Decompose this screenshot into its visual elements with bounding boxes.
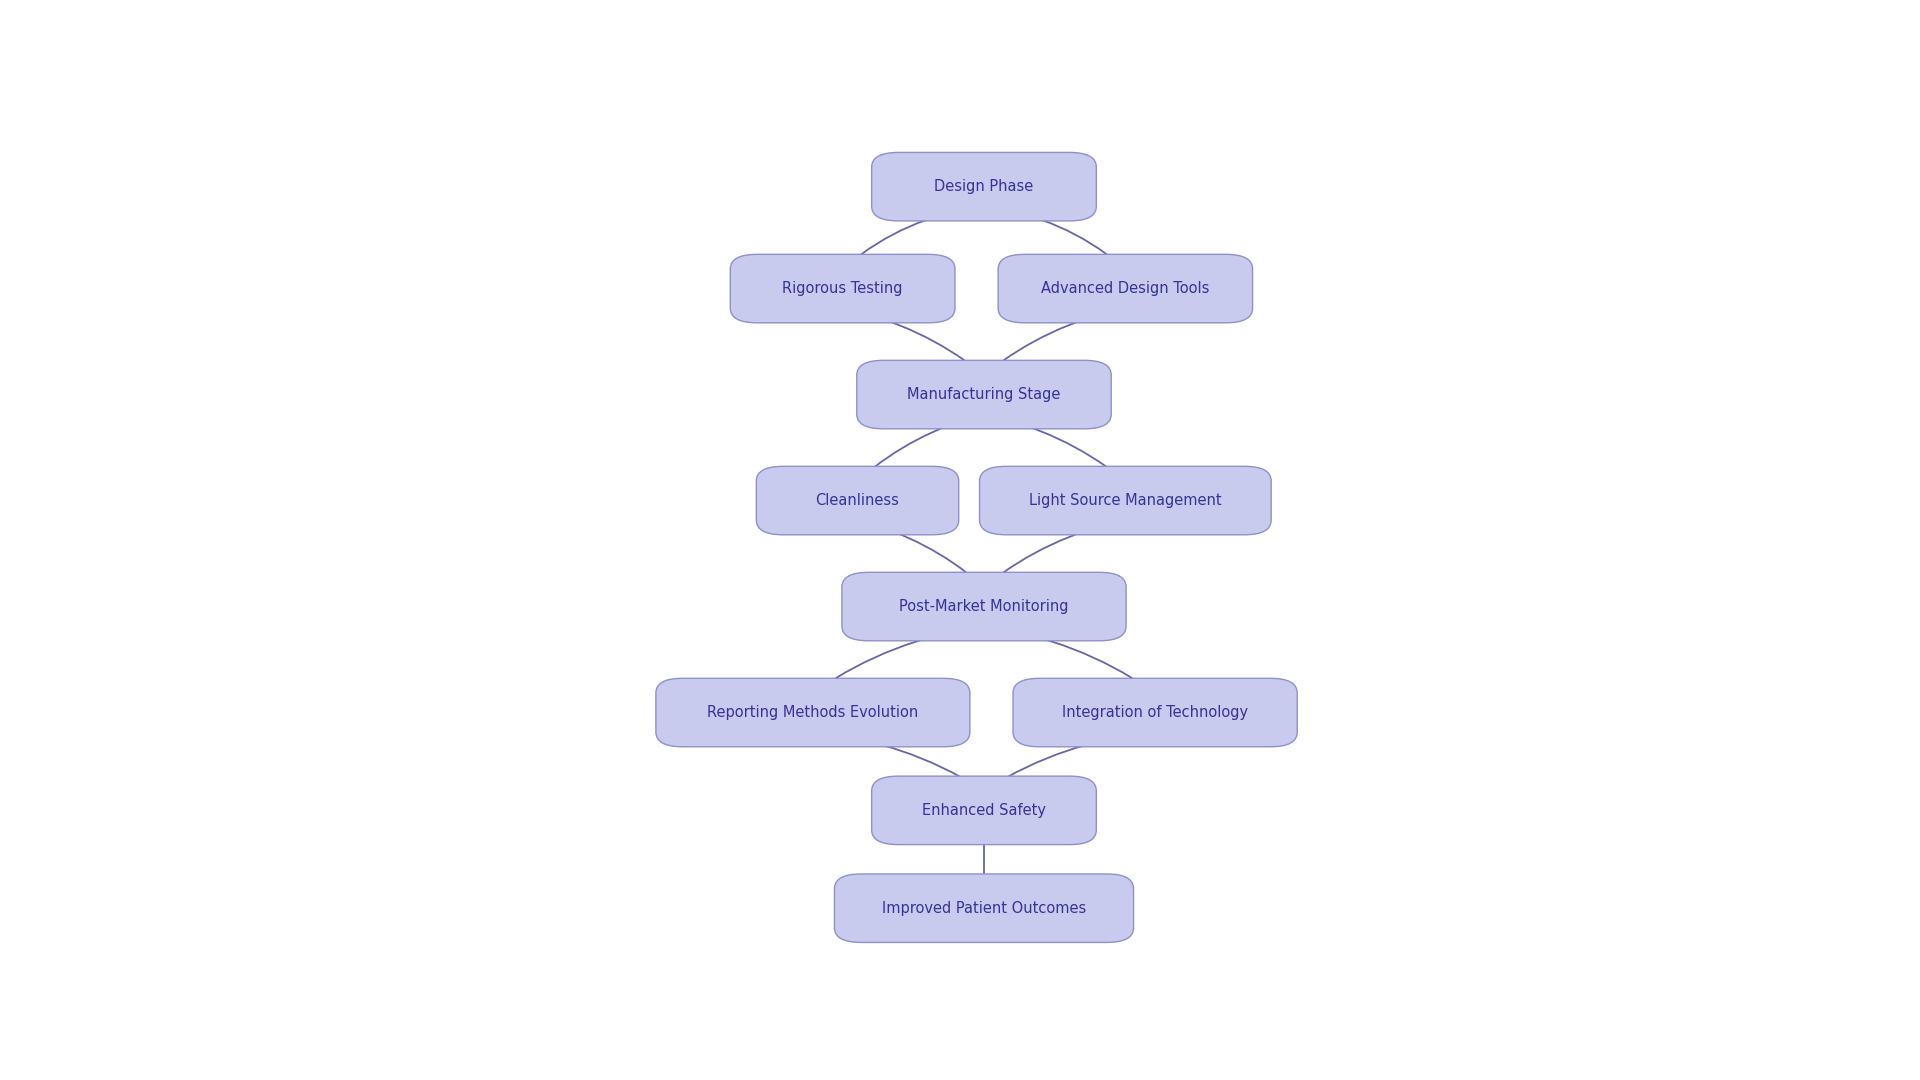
FancyBboxPatch shape <box>841 572 1127 640</box>
FancyBboxPatch shape <box>756 467 958 535</box>
FancyBboxPatch shape <box>872 777 1096 845</box>
Text: Enhanced Safety: Enhanced Safety <box>922 802 1046 818</box>
Text: Reporting Methods Evolution: Reporting Methods Evolution <box>707 705 918 720</box>
Text: Integration of Technology: Integration of Technology <box>1062 705 1248 720</box>
FancyBboxPatch shape <box>872 152 1096 221</box>
FancyBboxPatch shape <box>979 467 1271 535</box>
FancyBboxPatch shape <box>657 678 970 746</box>
FancyBboxPatch shape <box>856 361 1112 429</box>
FancyBboxPatch shape <box>1014 678 1298 746</box>
Text: Rigorous Testing: Rigorous Testing <box>781 281 902 296</box>
Text: Manufacturing Stage: Manufacturing Stage <box>908 387 1060 402</box>
FancyBboxPatch shape <box>730 255 954 323</box>
Text: Design Phase: Design Phase <box>935 179 1033 194</box>
Text: Light Source Management: Light Source Management <box>1029 494 1221 508</box>
FancyBboxPatch shape <box>835 874 1133 943</box>
Text: Improved Patient Outcomes: Improved Patient Outcomes <box>881 901 1087 916</box>
FancyBboxPatch shape <box>998 255 1252 323</box>
Text: Cleanliness: Cleanliness <box>816 494 899 508</box>
Text: Post-Market Monitoring: Post-Market Monitoring <box>899 599 1069 615</box>
Text: Advanced Design Tools: Advanced Design Tools <box>1041 281 1210 296</box>
